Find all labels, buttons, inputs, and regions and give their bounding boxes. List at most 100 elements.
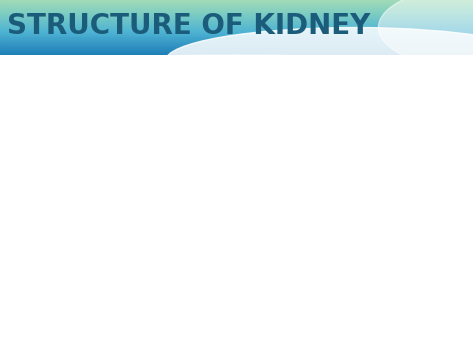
Text: artery: artery xyxy=(24,323,55,332)
Ellipse shape xyxy=(323,132,329,137)
Bar xyxy=(0,53,473,54)
Text: .: . xyxy=(131,342,134,351)
Bar xyxy=(0,12,473,13)
Text: , and a: , and a xyxy=(94,268,125,277)
Text: and: and xyxy=(101,248,121,257)
Bar xyxy=(0,47,473,48)
Text: ,: , xyxy=(112,97,114,106)
Ellipse shape xyxy=(301,244,311,264)
Bar xyxy=(0,18,473,19)
Ellipse shape xyxy=(340,123,357,146)
Text: Collecting duct: Collecting duct xyxy=(354,70,429,96)
Bar xyxy=(0,21,473,22)
Text: which is surrounded by: which is surrounded by xyxy=(24,116,129,125)
Bar xyxy=(240,104,256,109)
Polygon shape xyxy=(295,117,332,164)
Bar xyxy=(0,36,473,37)
Ellipse shape xyxy=(282,97,408,301)
Bar xyxy=(0,34,473,35)
Bar xyxy=(0,22,473,23)
Bar xyxy=(0,3,473,4)
Bar xyxy=(0,29,473,30)
Text: Ureter: Ureter xyxy=(412,247,445,269)
Text: Renal artery: Renal artery xyxy=(376,179,410,184)
Text: Internally, the kidneys: Internally, the kidneys xyxy=(24,170,125,179)
Bar xyxy=(0,20,473,21)
Polygon shape xyxy=(295,228,329,274)
Bar xyxy=(0,52,473,53)
Ellipse shape xyxy=(216,84,237,121)
Bar xyxy=(0,51,473,52)
Ellipse shape xyxy=(267,80,424,318)
Text: RENAL MEDULLA: RENAL MEDULLA xyxy=(217,174,298,184)
Polygon shape xyxy=(315,97,342,141)
Text: Renal vein: Renal vein xyxy=(378,206,407,211)
Text: Blood enters the kidney: Blood enters the kidney xyxy=(24,284,132,293)
Bar xyxy=(0,42,473,43)
Bar xyxy=(0,24,473,25)
Text: consist of a: consist of a xyxy=(24,190,78,199)
Text: renal medulla: renal medulla xyxy=(61,209,131,218)
Ellipse shape xyxy=(378,0,473,69)
Text: through the: through the xyxy=(24,342,80,351)
Text: renal vein: renal vein xyxy=(80,342,131,351)
Text: ,: , xyxy=(56,209,61,218)
Text: ,: , xyxy=(66,248,71,257)
Text: renal pyramids: renal pyramids xyxy=(24,229,100,238)
FancyArrowPatch shape xyxy=(387,179,443,184)
Text: through the: through the xyxy=(24,304,80,312)
Text: major: major xyxy=(71,248,101,257)
Bar xyxy=(0,1,473,2)
Text: Renal lobe: Renal lobe xyxy=(279,294,321,316)
Bar xyxy=(0,31,473,32)
Bar xyxy=(0,4,473,5)
Bar xyxy=(0,27,473,28)
Ellipse shape xyxy=(213,80,241,126)
Polygon shape xyxy=(287,193,323,234)
Bar xyxy=(0,16,473,17)
Ellipse shape xyxy=(297,114,394,283)
Text: Renal pelvis: Renal pelvis xyxy=(375,186,443,193)
Text: ,: , xyxy=(131,209,134,218)
Bar xyxy=(0,23,473,24)
Bar xyxy=(0,44,473,45)
Bar xyxy=(0,40,473,41)
Text: cortex: cortex xyxy=(24,209,56,218)
Bar xyxy=(0,10,473,11)
Bar xyxy=(0,35,473,36)
Text: ,: , xyxy=(100,229,106,238)
Text: Urinary bladder: Urinary bladder xyxy=(390,314,436,330)
Bar xyxy=(0,30,473,31)
Text: renal: renal xyxy=(106,229,132,238)
Ellipse shape xyxy=(166,27,473,94)
Bar xyxy=(0,13,473,14)
Bar xyxy=(0,48,473,49)
Bar xyxy=(0,14,473,15)
Text: Anterior view of dissection of right kidney: Anterior view of dissection of right kid… xyxy=(268,330,378,335)
Text: Nephron: Nephron xyxy=(287,61,329,89)
Ellipse shape xyxy=(334,143,396,254)
Bar xyxy=(0,33,473,34)
Ellipse shape xyxy=(323,260,329,266)
Text: Renal capsule: Renal capsule xyxy=(217,258,284,284)
Text: .: . xyxy=(83,287,86,296)
Text: Renal pyramid: Renal pyramid xyxy=(217,223,298,232)
Bar xyxy=(0,6,473,7)
Bar xyxy=(0,26,473,27)
Ellipse shape xyxy=(315,196,321,201)
Bar xyxy=(0,11,473,12)
Bar xyxy=(240,96,255,101)
Bar xyxy=(0,54,473,55)
Text: in a: in a xyxy=(24,97,43,106)
Polygon shape xyxy=(287,158,323,193)
Bar xyxy=(0,37,473,38)
Bar xyxy=(0,17,473,18)
Text: Minor calyx: Minor calyx xyxy=(355,113,441,134)
Text: Renal
hilum: Renal hilum xyxy=(243,104,273,119)
Bar xyxy=(0,45,473,46)
Bar xyxy=(0,38,473,39)
Bar xyxy=(0,15,473,16)
Ellipse shape xyxy=(301,189,311,209)
Bar xyxy=(0,9,473,10)
Ellipse shape xyxy=(332,187,348,211)
